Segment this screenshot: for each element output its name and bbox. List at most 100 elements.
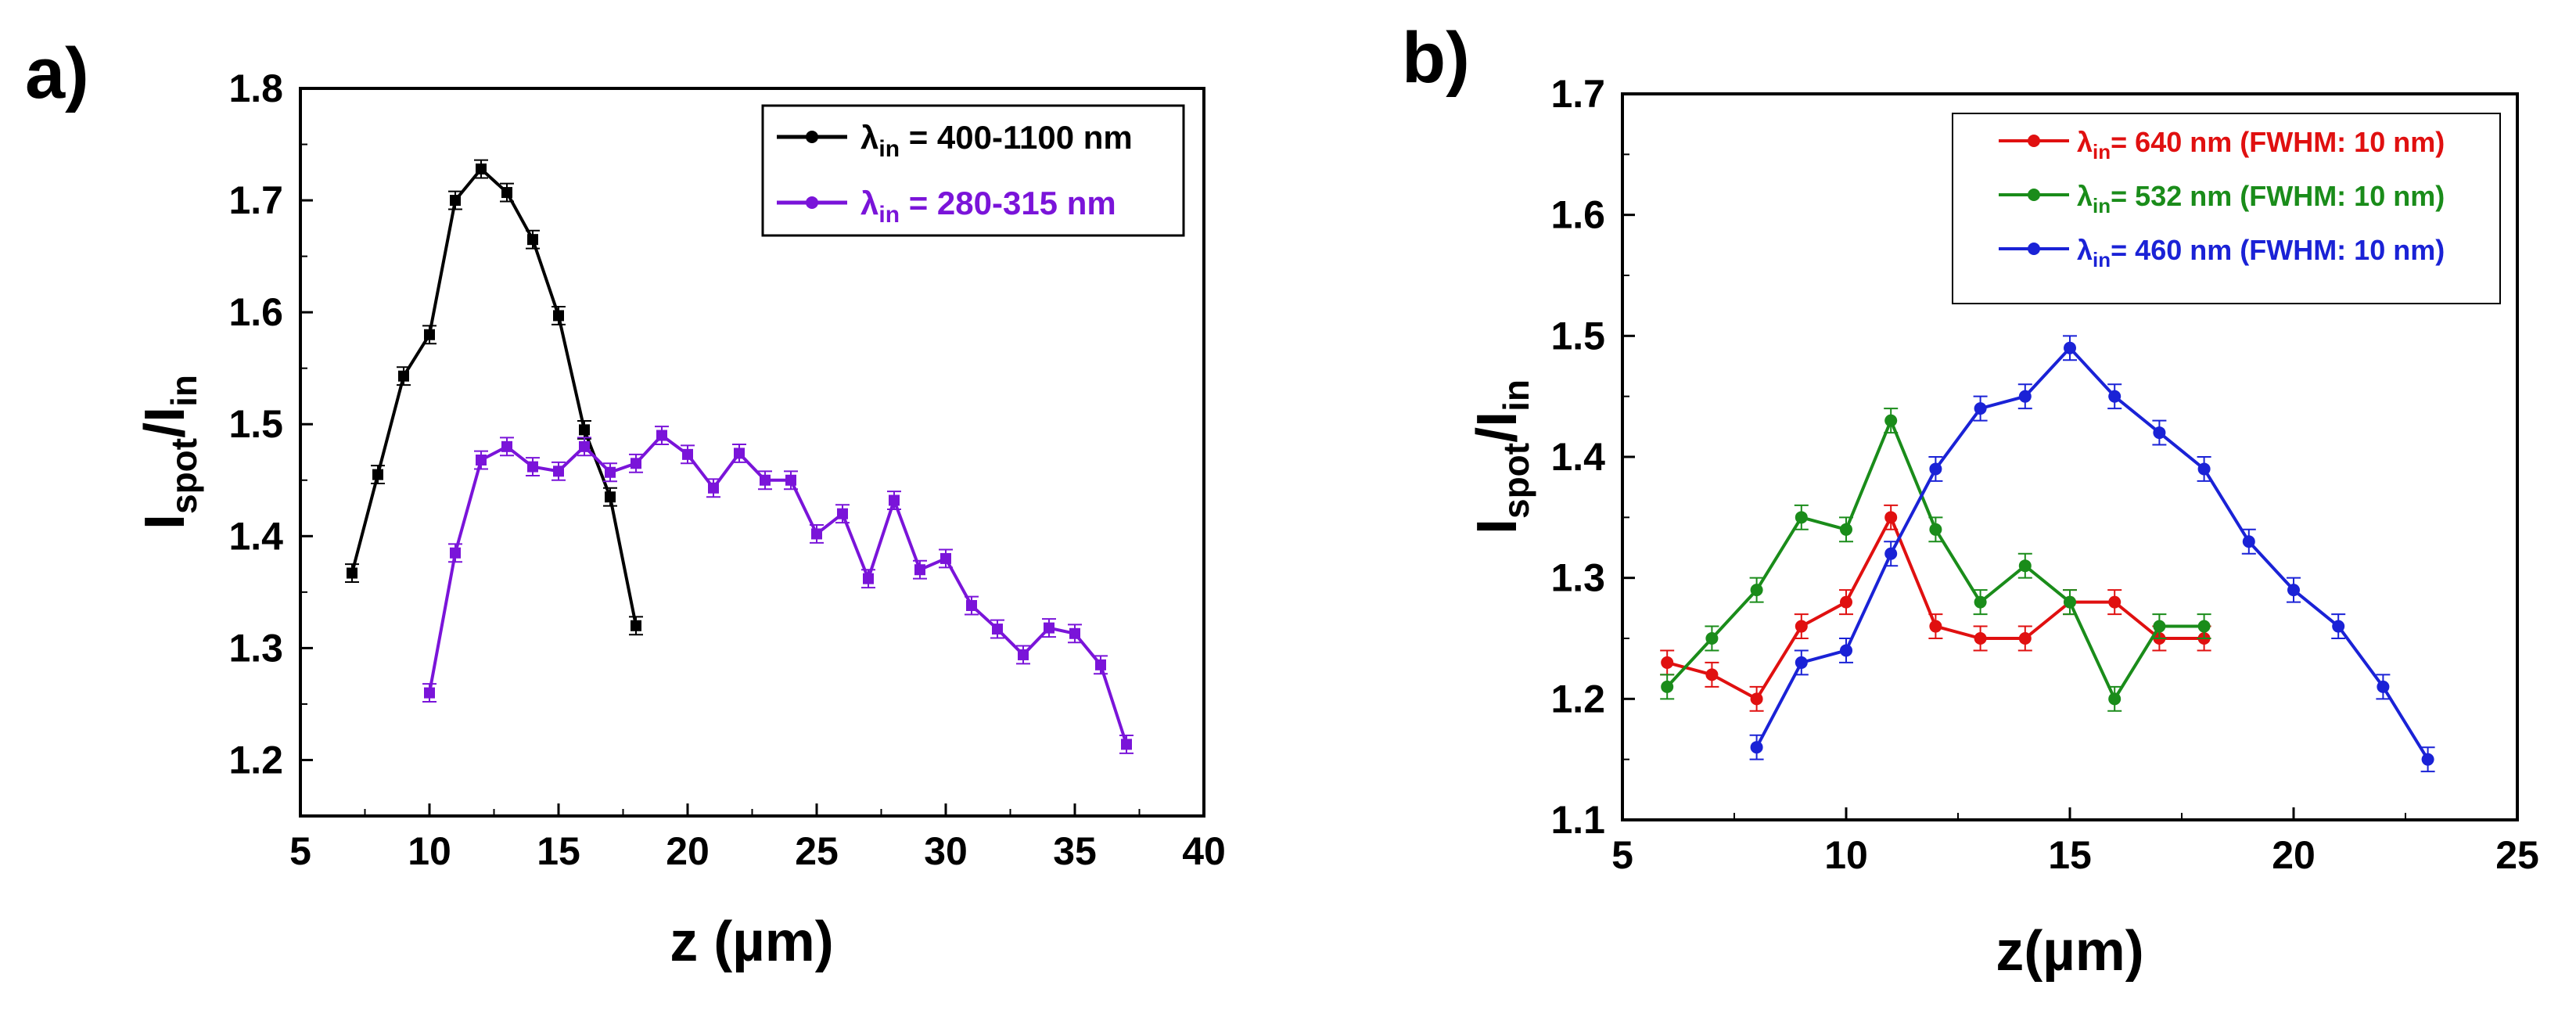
data-point — [2107, 589, 2122, 616]
data-point — [939, 548, 953, 569]
panel-b-series — [1660, 335, 2435, 773]
data-point — [2197, 456, 2211, 482]
panel-a-ylabel-sub1: spot — [163, 438, 204, 514]
data-point — [887, 491, 901, 510]
data-point — [500, 437, 514, 457]
data-point — [990, 619, 1004, 639]
data-point — [810, 524, 824, 544]
data-point — [448, 543, 462, 563]
panel-a-x-axis-title: z (µm) — [670, 911, 833, 973]
panel-b-legend-label-1: λin= 640 nm (FWHM: 10 nm) — [2077, 126, 2445, 164]
data-point — [2063, 335, 2077, 361]
panel-a-legend: λin = 400-1100 nm λin = 280-315 nm — [761, 104, 1185, 237]
data-point — [913, 559, 927, 580]
svg-text:Ispot/Iin: Ispot/Iin — [1466, 379, 1536, 534]
data-point — [603, 487, 617, 507]
data-point — [1884, 541, 1899, 567]
data-point — [603, 462, 617, 483]
panel-b-legend-label-3: λin= 460 nm (FWHM: 10 nm) — [2077, 234, 2445, 271]
data-point — [577, 419, 591, 440]
data-point — [706, 478, 720, 498]
data-point — [732, 443, 746, 463]
data-point — [551, 461, 566, 481]
data-point — [1705, 625, 1719, 652]
data-point — [551, 306, 566, 325]
data-point — [2420, 746, 2435, 773]
y-tick-label: 1.8 — [228, 66, 283, 110]
data-point — [371, 465, 385, 485]
panel-b-label: b) — [1402, 18, 1470, 98]
data-point — [2241, 528, 2256, 555]
data-point — [2197, 613, 2211, 639]
data-point — [422, 325, 437, 345]
data-point — [345, 563, 359, 583]
x-tick-label: 15 — [537, 829, 580, 873]
panel-b-x-axis-title: z(µm) — [1996, 920, 2143, 983]
data-point — [1794, 649, 1809, 676]
data-point — [2017, 383, 2032, 410]
panel-a-axes: 5 10 15 20 25 30 35 40 1.2 1.3 1.4 1.5 1.6 1.7 1.8 — [228, 66, 1225, 873]
panel-b-ylabel-main: I — [1466, 519, 1529, 534]
panel-b-legend-label-2: λin= 532 nm (FWHM: 10 nm) — [2077, 180, 2445, 217]
data-point — [526, 457, 540, 477]
legend-marker — [2028, 135, 2040, 147]
panel-b-axes: 5 10 15 20 25 1.1 1.2 1.3 1.4 1.5 1.6 1.7 — [1550, 72, 2538, 877]
data-point — [965, 595, 979, 616]
data-point — [1068, 624, 1082, 644]
data-point — [2376, 674, 2391, 700]
x-tick-label: 15 — [2048, 833, 2092, 877]
y-tick-label: 1.6 — [1550, 193, 1605, 237]
legend-marker — [806, 196, 818, 209]
x-tick-label: 40 — [1182, 829, 1226, 873]
panel-a-ylabel-sub2: in — [163, 375, 204, 407]
panel-b-legend-entry-1: λin= 640 nm (FWHM: 10 nm) — [1999, 126, 2445, 164]
data-point — [526, 229, 540, 250]
data-point — [1705, 661, 1719, 688]
y-tick-label: 1.1 — [1550, 798, 1605, 842]
panel-b-ylabel-slash: /I — [1466, 412, 1529, 443]
data-point — [422, 683, 437, 703]
panel-a-legend-label-2: λin = 280-315 nm — [860, 185, 1116, 228]
data-point — [2017, 552, 2032, 579]
data-point — [2063, 589, 2077, 616]
data-point — [1794, 504, 1809, 530]
panel-a-chart: a) 5 10 15 20 25 30 35 401.21.31.41.51.61.71.8 … — [25, 34, 1226, 973]
x-tick-label: 20 — [666, 829, 710, 873]
panel-a-legend-entry-1: λin = 400-1100 nm — [777, 119, 1133, 162]
series-line-1 — [1666, 513, 2204, 701]
y-tick-label: 1.7 — [1550, 72, 1605, 116]
y-tick-label: 1.4 — [228, 514, 283, 558]
data-point — [1660, 649, 1675, 676]
data-point — [1839, 516, 1853, 543]
x-tick-label: 35 — [1053, 829, 1097, 873]
data-point — [474, 159, 488, 179]
panel-a-ylabel-main: I — [134, 514, 196, 530]
y-tick-label: 1.2 — [228, 738, 283, 782]
data-point — [1928, 516, 1943, 543]
data-point — [2107, 685, 2122, 712]
y-tick-label: 1.2 — [1550, 677, 1605, 721]
legend-marker — [806, 131, 818, 143]
panel-a-label: a) — [25, 34, 89, 113]
data-point — [1973, 589, 1988, 616]
x-tick-label: 25 — [2495, 833, 2539, 877]
data-point — [2287, 577, 2301, 603]
panel-a-legend-box — [761, 104, 1185, 237]
panel-b-y-axis-title: Ispot/Iin — [1466, 379, 1536, 534]
y-tick-label: 1.3 — [228, 626, 283, 670]
data-point — [758, 470, 772, 491]
data-point — [1973, 625, 1988, 652]
y-tick-label: 1.5 — [1550, 314, 1605, 358]
data-point — [629, 453, 643, 473]
panel-b-legend: λin= 640 nm (FWHM: 10 nm) λin= 532 nm (F… — [1952, 113, 2501, 304]
data-point — [2152, 613, 2167, 639]
data-point — [1884, 408, 1899, 434]
data-point — [1119, 734, 1134, 754]
y-tick-label: 1.4 — [1550, 435, 1605, 479]
data-point — [1839, 638, 1853, 663]
data-point — [500, 182, 514, 203]
series-line-3 — [1755, 345, 2430, 760]
panel-b-chart: b) 5 10 15 20 251.11.21.31.41.51.61.7 z(µm) … — [1402, 18, 2539, 983]
data-point — [2107, 383, 2122, 410]
panel-b-ylabel-sub1: spot — [1496, 443, 1536, 519]
